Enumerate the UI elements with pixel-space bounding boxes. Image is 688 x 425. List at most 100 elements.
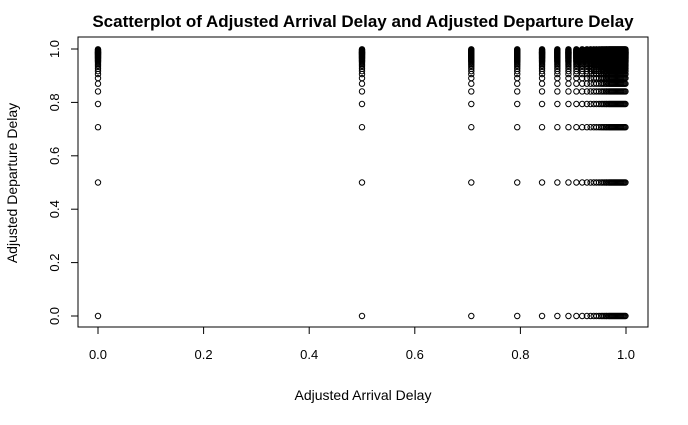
data-point <box>565 88 572 95</box>
data-point <box>565 46 572 53</box>
data-point <box>622 74 629 82</box>
data-point <box>468 65 475 72</box>
data-point <box>538 124 546 131</box>
x-tick-label: 0.2 <box>195 347 213 362</box>
data-point <box>94 179 102 186</box>
data-point <box>554 88 561 95</box>
data-point <box>358 65 366 72</box>
y-axis: 0.0 0.2 0.4 0.6 0.8 1.0 <box>47 40 79 325</box>
data-point <box>573 80 580 87</box>
data-point <box>573 88 580 95</box>
x-tick-label: 0.6 <box>406 347 424 362</box>
data-point <box>358 100 366 108</box>
data-point <box>94 312 102 320</box>
y-tick-label: 0.8 <box>47 93 62 111</box>
data-point <box>358 88 366 95</box>
data-point <box>468 312 475 320</box>
data-point <box>554 65 561 72</box>
y-tick-label: 0.2 <box>47 254 62 272</box>
y-tick-label: 0.0 <box>47 307 62 325</box>
data-point <box>358 74 366 82</box>
data-point <box>622 100 629 108</box>
data-point <box>565 312 572 320</box>
data-point <box>622 124 629 131</box>
data-point <box>94 74 102 82</box>
data-point <box>468 100 475 108</box>
data-point <box>514 100 521 108</box>
data-point <box>94 124 102 131</box>
data-point <box>514 179 521 186</box>
data-point <box>514 80 521 87</box>
data-point <box>554 124 561 131</box>
data-point <box>514 74 521 82</box>
data-point <box>565 100 572 108</box>
data-point <box>514 65 521 72</box>
data-point <box>514 88 521 95</box>
data-point <box>538 312 546 320</box>
data-point <box>583 100 591 108</box>
data-point <box>358 124 366 131</box>
data-point <box>514 124 521 131</box>
data-point <box>622 179 629 186</box>
data-point <box>468 179 475 186</box>
y-tick-label: 0.6 <box>47 147 62 165</box>
data-point <box>565 74 572 82</box>
data-point <box>565 124 572 131</box>
data-point <box>538 65 546 72</box>
data-point <box>554 179 561 186</box>
data-point <box>554 80 561 87</box>
data-point <box>622 65 629 72</box>
data-point <box>94 65 102 72</box>
data-point <box>468 124 475 131</box>
data-point <box>622 88 629 95</box>
data-point <box>468 88 475 95</box>
x-tick-label: 1.0 <box>617 347 635 362</box>
data-point <box>583 179 591 186</box>
data-point <box>94 100 102 108</box>
data-point <box>358 312 366 320</box>
data-point <box>622 46 629 53</box>
chart-title: Scatterplot of Adjusted Arrival Delay an… <box>92 12 634 31</box>
data-point <box>538 179 546 186</box>
data-point <box>573 312 580 320</box>
data-point <box>358 179 366 186</box>
data-point <box>622 312 629 320</box>
data-point <box>554 312 561 320</box>
data-point <box>468 46 475 53</box>
data-point <box>593 124 600 131</box>
data-point <box>578 124 586 131</box>
x-axis-label: Adjusted Arrival Delay <box>295 387 432 403</box>
y-tick-label: 0.4 <box>47 200 62 218</box>
data-point <box>573 179 580 186</box>
data-point <box>358 46 366 53</box>
data-point <box>583 124 591 131</box>
data-point <box>554 46 561 53</box>
data-point <box>578 179 586 186</box>
y-tick-label: 1.0 <box>47 40 62 58</box>
data-point <box>593 88 600 95</box>
y-axis-label: Adjusted Departure Delay <box>4 103 20 263</box>
data-point <box>538 80 546 87</box>
data-point <box>583 88 591 95</box>
x-tick-label: 0.8 <box>511 347 529 362</box>
data-point <box>554 100 561 108</box>
x-tick-label: 0.0 <box>89 347 107 362</box>
data-point <box>573 124 580 131</box>
data-point <box>538 74 546 82</box>
data-point <box>565 65 572 72</box>
data-point <box>538 100 546 108</box>
data-point <box>514 46 521 53</box>
data-points <box>94 46 629 320</box>
data-point <box>593 312 600 320</box>
data-point <box>593 100 600 108</box>
data-point <box>358 80 366 87</box>
data-point <box>94 46 102 53</box>
x-axis: 0.0 0.2 0.4 0.6 0.8 1.0 <box>89 326 635 362</box>
data-point <box>565 80 572 87</box>
x-tick-label: 0.4 <box>300 347 318 362</box>
data-point <box>573 100 580 108</box>
data-point <box>554 74 561 82</box>
data-point <box>578 74 586 82</box>
data-point <box>593 179 600 186</box>
